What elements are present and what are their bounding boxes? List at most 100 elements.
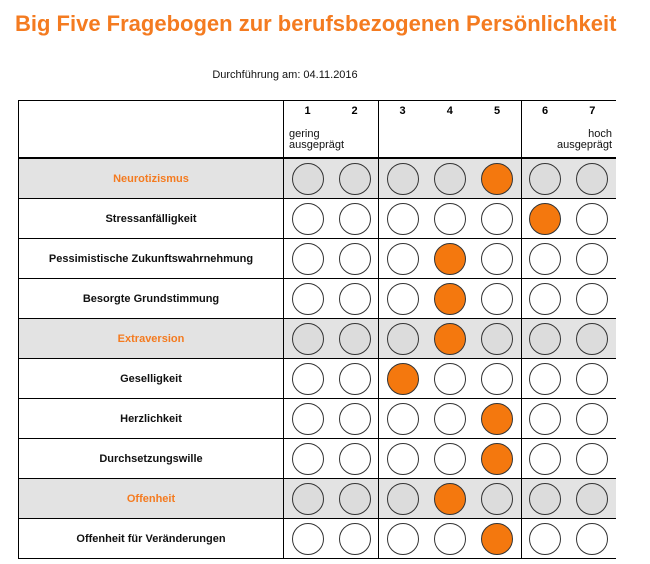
rating-circle[interactable] <box>291 242 324 275</box>
rating-cell <box>520 478 569 519</box>
rating-circle[interactable] <box>529 402 561 435</box>
rating-circle[interactable] <box>529 362 561 395</box>
rating-circle[interactable] <box>576 442 609 475</box>
rating-circle-selected[interactable] <box>433 242 466 275</box>
rating-circle[interactable] <box>576 202 609 235</box>
rating-circle[interactable] <box>338 242 371 275</box>
rating-circle[interactable] <box>576 362 609 395</box>
rating-circle[interactable] <box>386 162 419 195</box>
rating-circle[interactable] <box>386 202 419 235</box>
scale-number-7: 7 hoch ausgeprägt <box>557 100 616 159</box>
rating-circle[interactable] <box>433 402 466 435</box>
rating-circle[interactable] <box>433 522 466 555</box>
rating-cell <box>283 478 331 519</box>
rating-circle[interactable] <box>481 362 513 395</box>
rating-cell <box>520 398 569 439</box>
rating-circle[interactable] <box>386 282 419 315</box>
rating-circle[interactable] <box>291 322 324 355</box>
rating-circle[interactable] <box>433 202 466 235</box>
rating-circle-selected[interactable] <box>433 322 466 355</box>
rating-circle[interactable] <box>433 442 466 475</box>
rating-circle[interactable] <box>291 162 324 195</box>
rating-circle[interactable] <box>481 322 513 355</box>
rating-circle[interactable] <box>386 482 419 515</box>
rating-circle[interactable] <box>576 522 609 555</box>
rating-cell <box>331 398 379 439</box>
rating-circle[interactable] <box>529 442 561 475</box>
rating-cell <box>283 198 331 239</box>
rating-circle[interactable] <box>291 202 324 235</box>
rating-circle[interactable] <box>529 482 561 515</box>
rating-circle[interactable] <box>291 522 324 555</box>
rating-circle[interactable] <box>481 242 513 275</box>
rating-cell <box>378 478 426 519</box>
rating-circle[interactable] <box>291 442 324 475</box>
rating-circle[interactable] <box>386 322 419 355</box>
rating-circle[interactable] <box>481 482 513 515</box>
rating-circle[interactable] <box>576 162 609 195</box>
rating-cell <box>520 518 569 559</box>
rating-circle[interactable] <box>576 482 609 515</box>
rating-circle[interactable] <box>386 242 419 275</box>
rating-cell <box>283 238 331 279</box>
rating-cell <box>331 238 379 279</box>
rating-circle[interactable] <box>529 162 561 195</box>
trait-label: Geselligkeit <box>18 358 284 399</box>
rating-circle-selected[interactable] <box>529 202 561 235</box>
rating-circle[interactable] <box>291 402 324 435</box>
rating-circle[interactable] <box>386 442 419 475</box>
rating-circle[interactable] <box>576 322 609 355</box>
rating-circle[interactable] <box>576 402 609 435</box>
rating-circle[interactable] <box>291 482 324 515</box>
category-row: Offenheit <box>18 478 616 519</box>
rating-circle[interactable] <box>338 522 371 555</box>
category-row: Extraversion <box>18 318 616 359</box>
rating-circle[interactable] <box>338 162 371 195</box>
rating-circle-selected[interactable] <box>433 482 466 515</box>
rating-circle[interactable] <box>433 162 466 195</box>
rating-cell <box>473 278 521 319</box>
rating-circle[interactable] <box>529 322 561 355</box>
rating-cell <box>568 318 616 359</box>
rating-circle[interactable] <box>386 522 419 555</box>
rating-cell <box>568 358 616 399</box>
rating-cell <box>568 518 616 559</box>
rating-circle-selected[interactable] <box>386 362 419 395</box>
rating-circle[interactable] <box>338 482 371 515</box>
rating-circle[interactable] <box>481 202 513 235</box>
rating-circle-selected[interactable] <box>481 402 513 435</box>
rating-circle[interactable] <box>529 522 561 555</box>
rating-circle-selected[interactable] <box>481 522 513 555</box>
rating-circle[interactable] <box>481 282 513 315</box>
rating-circle[interactable] <box>529 282 561 315</box>
rating-circle[interactable] <box>529 242 561 275</box>
rating-circle-selected[interactable] <box>481 162 513 195</box>
rating-cell <box>473 398 521 439</box>
rating-circle-selected[interactable] <box>433 282 466 315</box>
rating-circle[interactable] <box>338 442 371 475</box>
rating-cell <box>378 318 426 359</box>
rating-cell <box>331 518 379 559</box>
rating-circle[interactable] <box>338 362 371 395</box>
rating-circle[interactable] <box>433 362 466 395</box>
rating-circle[interactable] <box>291 362 324 395</box>
rating-circle[interactable] <box>338 282 371 315</box>
rating-circle[interactable] <box>338 202 371 235</box>
rating-cell <box>426 478 474 519</box>
rating-cell <box>473 238 521 279</box>
rating-circle[interactable] <box>338 322 371 355</box>
rating-circle[interactable] <box>338 402 371 435</box>
category-label: Neurotizismus <box>18 157 284 199</box>
category-row: Neurotizismus <box>18 157 616 199</box>
rating-circle[interactable] <box>576 282 609 315</box>
rating-cell <box>378 398 426 439</box>
rating-circle-selected[interactable] <box>481 442 513 475</box>
rating-circle[interactable] <box>291 282 324 315</box>
scale-header-row: 1 gering ausgeprägt 2 3 4 5 6 7 hoch aus… <box>18 100 616 159</box>
trait-row: Besorgte Grundstimmung <box>18 278 616 319</box>
rating-cell <box>331 318 379 359</box>
scale-high-label-line2: ausgeprägt <box>556 139 612 151</box>
rating-circle[interactable] <box>576 242 609 275</box>
scale-low-label-line2: ausgeprägt <box>289 139 345 151</box>
rating-circle[interactable] <box>386 402 419 435</box>
